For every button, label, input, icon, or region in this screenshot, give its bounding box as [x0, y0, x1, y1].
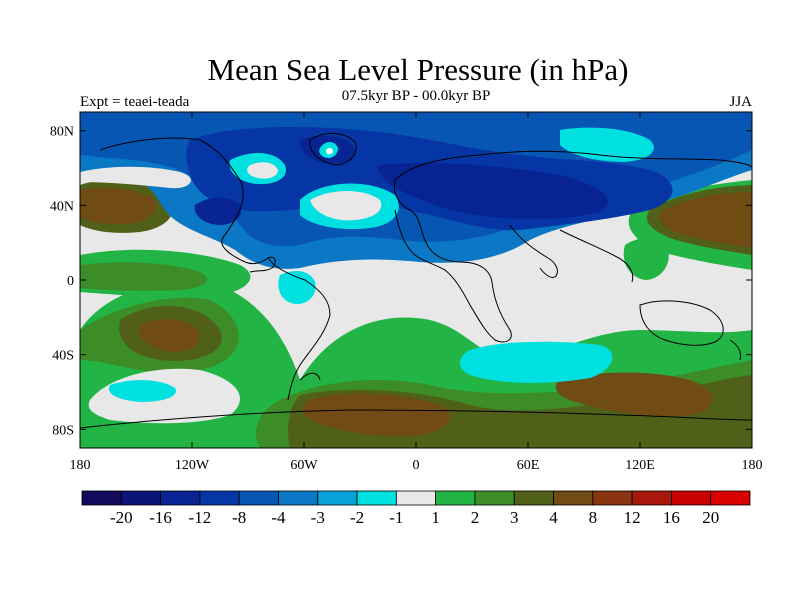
- colorbar-swatch: [317, 490, 358, 506]
- x-tick-label: 120W: [175, 458, 210, 473]
- north-pacific-high-core: [80, 187, 157, 225]
- colorbar-label: 1: [431, 508, 440, 527]
- colorbar-label: 16: [663, 508, 680, 527]
- colorbar-label: -4: [271, 508, 286, 527]
- south-indian-cool: [459, 341, 613, 383]
- aleutian-neutral: [80, 166, 191, 189]
- y-tick-label: 0: [67, 274, 74, 289]
- colorbar-label: 3: [510, 508, 519, 527]
- x-tick-label: 60W: [290, 458, 318, 473]
- colorbar-swatch: [395, 490, 437, 506]
- colorbar-swatch: [120, 490, 161, 506]
- colorbar-swatch: [671, 490, 712, 506]
- greenland-white-speckle: [326, 147, 333, 155]
- colorbar-swatch: [435, 490, 476, 506]
- colorbar-swatch: [592, 490, 633, 506]
- colorbar-swatch: [356, 490, 397, 506]
- y-tick-label: 40S: [52, 349, 74, 364]
- x-tick-label: 180: [70, 458, 91, 473]
- southern-high-region: [80, 283, 752, 448]
- x-tick-label: 180: [742, 458, 763, 473]
- colorbar-swatch: [474, 490, 515, 506]
- south-pacific-cool: [109, 380, 176, 402]
- colorbar: -20 -16 -12 -8 -4 -3 -2 -1 1 2 3 4 8 12 16 20: [81, 490, 751, 527]
- colorbar-label: -8: [232, 508, 246, 527]
- colorbar-swatch: [553, 490, 594, 506]
- colorbar-label: 4: [549, 508, 558, 527]
- north-atlantic-neutral: [310, 191, 382, 221]
- colorbar-label: 12: [624, 508, 641, 527]
- chart-title: Mean Sea Level Pressure (in hPa): [207, 52, 629, 87]
- tropical-pacific-green-core: [80, 262, 208, 291]
- x-axis: 180 120W 60W 0 60E 120E 180: [70, 112, 763, 473]
- colorbar-swatch: [278, 490, 319, 506]
- colorbar-label: -12: [189, 508, 212, 527]
- experiment-label: Expt = teaei-teada: [80, 94, 190, 110]
- colorbar-swatch: [160, 490, 201, 506]
- colorbar-swatch: [631, 490, 672, 506]
- season-label: JJA: [729, 94, 752, 110]
- map-plot-area: [80, 112, 752, 448]
- y-axis: 80N 40N 0 40S 80S: [50, 125, 752, 438]
- x-tick-label: 0: [413, 458, 420, 473]
- colorbar-label: 2: [471, 508, 480, 527]
- colorbar-swatch: [710, 490, 751, 506]
- x-tick-label: 60E: [517, 458, 540, 473]
- philippines-green: [623, 238, 669, 280]
- colorbar-label: -2: [350, 508, 364, 527]
- colorbar-label: -20: [110, 508, 133, 527]
- south-america-cyan: [278, 270, 316, 305]
- x-tick-label: 120E: [625, 458, 655, 473]
- labrador-neutral: [247, 162, 278, 179]
- west-pacific-high-core: [658, 192, 752, 248]
- colorbar-swatch: [81, 490, 122, 506]
- colorbar-label: -3: [311, 508, 325, 527]
- colorbar-label: 20: [702, 508, 719, 527]
- colorbar-swatch: [199, 490, 240, 506]
- y-tick-label: 80S: [52, 423, 74, 438]
- chart-subtitle: 07.5kyr BP - 00.0kyr BP: [341, 88, 491, 104]
- colorbar-swatch: [238, 490, 279, 506]
- y-tick-label: 80N: [50, 125, 74, 140]
- coastlines: [80, 133, 752, 429]
- colorbar-label: -1: [389, 508, 403, 527]
- colorbar-swatch: [513, 490, 554, 506]
- colorbar-label: 8: [589, 508, 598, 527]
- y-tick-label: 40N: [50, 199, 74, 214]
- colorbar-label: -16: [149, 508, 172, 527]
